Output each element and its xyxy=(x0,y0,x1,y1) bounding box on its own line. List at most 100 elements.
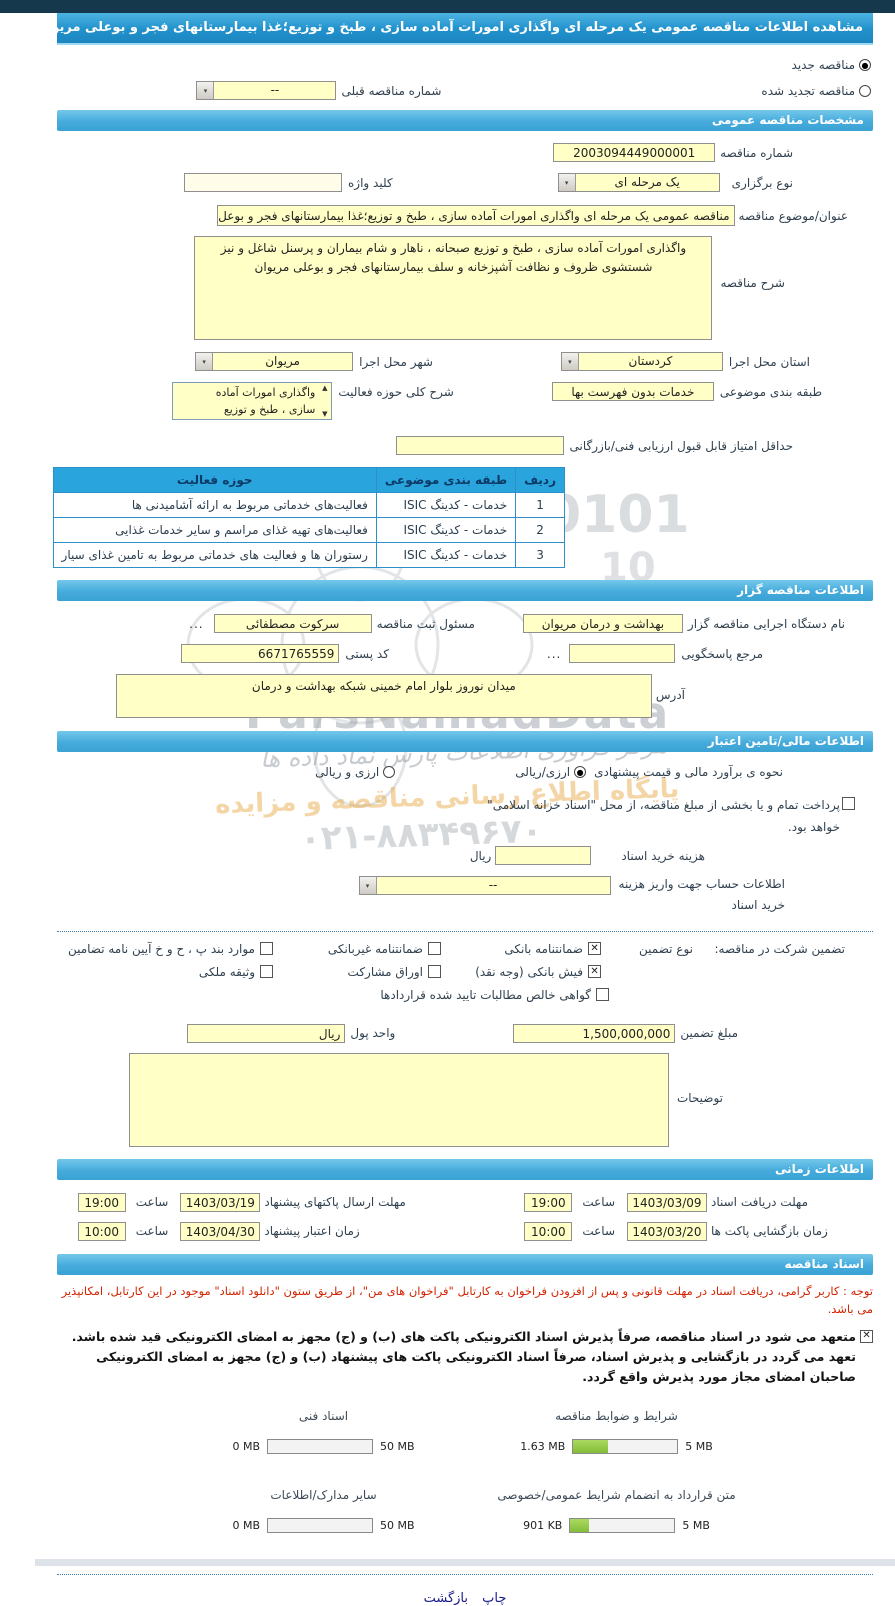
keyword-input[interactable] xyxy=(184,173,343,192)
proposal-validity-date[interactable]: 1403/04/30 xyxy=(180,1221,261,1241)
nonbank-guarantee-checkbox[interactable] xyxy=(428,942,441,956)
envelope-opening-date[interactable]: 1403/03/20 xyxy=(627,1221,707,1241)
participation-bonds-checkbox[interactable] xyxy=(428,965,441,979)
upload-slot-technical: اسناد فنی 0 MB 50 MB xyxy=(177,1409,470,1454)
chevron-down-icon[interactable]: ▾ xyxy=(558,174,576,191)
net-claims-checkbox[interactable] xyxy=(596,988,609,1002)
upload-terms-current-size: 1.63 MB xyxy=(520,1439,566,1453)
documents-notice: توجه : کاربر گرامی، دریافت اسناد در مهلت… xyxy=(61,1283,873,1316)
upload-contract-label: متن قرارداد به انضمام شرایط عمومی/خصوصی xyxy=(497,1487,736,1502)
e-signature-commitment-checkbox[interactable]: ✕ xyxy=(860,1329,873,1343)
tender-number-field[interactable]: 2003094449000001 xyxy=(553,143,716,162)
chevron-down-icon[interactable]: ▾ xyxy=(359,877,377,895)
upload-technical-progressbar xyxy=(267,1438,374,1454)
upload-contract-progressbar xyxy=(569,1517,676,1533)
back-button[interactable]: بازگشت xyxy=(423,1590,469,1606)
print-button[interactable]: چاپ xyxy=(482,1590,507,1606)
divider xyxy=(57,1573,873,1575)
proposal-submit-deadline-label: مهلت ارسال پاکتهای پیشنهاد xyxy=(264,1195,406,1210)
holding-type-label: نوع برگزاری xyxy=(731,175,793,190)
chevron-down-icon[interactable]: ▾ xyxy=(196,353,214,370)
account-select[interactable]: -- ▾ xyxy=(358,876,611,896)
tender-number-label: شماره مناقصه xyxy=(720,145,793,160)
registrar-label: مسئول ثبت مناقصه xyxy=(376,616,475,631)
envelope-opening-time-label: زمان بازگشایی پاکت ها xyxy=(711,1224,828,1239)
divider xyxy=(35,1558,895,1566)
guarantee-type-label: نوع تضمین xyxy=(639,941,693,956)
hour-label: ساعت xyxy=(582,1195,615,1210)
subject-label: عنوان/موضوع مناقصه xyxy=(738,208,848,223)
agency-name-field[interactable]: بهداشت و درمان مریوان xyxy=(522,614,683,633)
bylaw-items-checkbox[interactable] xyxy=(260,942,273,956)
doc-receipt-deadline-date[interactable]: 1403/03/09 xyxy=(627,1192,707,1212)
proposal-submit-deadline-date[interactable]: 1403/03/19 xyxy=(180,1192,261,1212)
treasury-label-line1: پرداخت تمام و یا بخشی از مبلغ مناقصه، از… xyxy=(487,798,840,812)
scroll-down-icon[interactable]: ▼ xyxy=(322,410,328,418)
notes-textarea[interactable] xyxy=(128,1052,669,1147)
contact-ref-field[interactable] xyxy=(569,644,676,663)
min-score-field[interactable] xyxy=(395,436,564,455)
col-category-header: طبقه بندی موضوعی xyxy=(375,467,517,493)
table-row: 1 خدمات - کدینگ ISIC فعالیت‌های خدماتی م… xyxy=(52,492,565,518)
bank-guarantee-checkbox[interactable]: ✕ xyxy=(588,942,601,956)
col-activity-header: حوزه فعالیت xyxy=(52,467,377,493)
bank-slip-checkbox[interactable]: ✕ xyxy=(588,965,601,979)
renewed-tender-radio[interactable] xyxy=(859,84,871,97)
keyword-label: کلید واژه xyxy=(348,175,393,190)
upload-slot-other: سایر مدارک/اطلاعات 0 MB 50 MB xyxy=(177,1488,470,1533)
guarantee-amount-field[interactable]: 1,500,000,000 xyxy=(513,1023,676,1043)
province-select[interactable]: کردستان ▾ xyxy=(560,352,723,371)
e-signature-commitment-text: متعهد می شود در اسناد مناقصه، صرفاً پذیر… xyxy=(71,1328,856,1384)
proposal-submit-deadline-time[interactable]: 19:00 xyxy=(77,1192,126,1212)
mixed-currency-radio[interactable] xyxy=(383,766,396,778)
property-collateral-checkbox[interactable] xyxy=(260,965,273,979)
upload-terms-max-size: 5 MB xyxy=(685,1439,713,1453)
proposal-validity-label: زمان اعتبار پیشنهاد xyxy=(264,1224,360,1239)
activity-scope-listbox[interactable]: ▲ ▼ واگذاری امورات آماده سازی ، طبخ و تو… xyxy=(172,382,333,420)
upload-other-current-size: 0 MB xyxy=(232,1518,261,1532)
currency-unit-field[interactable]: ریال xyxy=(187,1023,346,1043)
registrar-field[interactable]: سرکوت مصطفائی xyxy=(213,614,372,633)
divider xyxy=(57,930,873,932)
net-claims-label: گواهی خالص مطالبات تایید شده قراردادها xyxy=(380,987,591,1002)
estimate-method-label: نحوه ی برآورد مالی و قیمت پیشنهادی xyxy=(594,765,783,779)
doc-receipt-deadline-time[interactable]: 19:00 xyxy=(524,1192,573,1212)
rial-currency-radio[interactable]: ● xyxy=(574,766,587,778)
postal-code-label: کد پستی xyxy=(345,646,389,661)
scroll-up-icon[interactable]: ▲ xyxy=(322,384,328,392)
registrar-more-button[interactable]: ... xyxy=(189,616,204,631)
address-label: آدرس xyxy=(655,688,685,702)
proposal-validity-time[interactable]: 10:00 xyxy=(77,1221,126,1241)
doc-fee-currency-label: ریال xyxy=(469,848,492,863)
holding-type-select[interactable]: یک مرحله ای ▾ xyxy=(557,173,720,192)
treasury-label-line2: خواهد بود. xyxy=(787,819,840,834)
contact-more-button[interactable]: ... xyxy=(546,646,562,661)
subject-input[interactable]: مناقصه عمومی یک مرحله ای واگذاری امورات … xyxy=(216,205,735,226)
property-collateral-label: وثیقه ملکی xyxy=(198,964,255,979)
new-tender-radio[interactable]: ● xyxy=(859,59,871,71)
description-textarea[interactable]: واگذاری امورات آماده سازی ، طبخ و توزیع … xyxy=(194,236,713,340)
notes-label: توضیحات xyxy=(676,1090,723,1105)
chevron-down-icon[interactable]: ▾ xyxy=(561,353,579,370)
subject-category-field[interactable]: خدمات بدون فهرست بها xyxy=(551,382,714,401)
activity-scope-line2: سازی ، طبخ و توزیع xyxy=(223,403,316,416)
chevron-down-icon[interactable]: ▾ xyxy=(197,82,215,99)
upload-other-max-size: 50 MB xyxy=(380,1518,415,1532)
rial-currency-label: ارزی/ریالی xyxy=(515,765,571,779)
section-general-header: مشخصات مناقصه عمومی xyxy=(57,110,873,131)
upload-technical-max-size: 50 MB xyxy=(380,1439,415,1453)
city-select[interactable]: مریوان ▾ xyxy=(195,352,354,371)
treasury-checkbox[interactable] xyxy=(842,797,855,810)
bylaw-items-label: موارد بند پ ، ح و خ آیین نامه تضامین xyxy=(67,941,255,956)
prev-tender-number-select[interactable]: -- ▾ xyxy=(196,81,337,100)
bank-slip-label: فیش بانکی (وجه نقد) xyxy=(475,964,583,979)
min-score-label: حداقل امتیاز قابل قبول ارزیابی فنی/بازرگ… xyxy=(569,438,793,453)
address-field[interactable]: میدان نوروز بلوار امام خمینی شبکه بهداشت… xyxy=(115,674,652,718)
doc-fee-field[interactable] xyxy=(495,846,592,866)
envelope-opening-time[interactable]: 10:00 xyxy=(524,1221,573,1241)
section-documents-header: اسناد مناقصه xyxy=(57,1253,873,1275)
postal-code-field[interactable]: 6671765559 xyxy=(181,644,340,663)
table-row: 2 خدمات - کدینگ ISIC فعالیت‌های تهیه غذا… xyxy=(52,517,565,543)
nonbank-guarantee-label: ضمانتنامه غیربانکی xyxy=(327,941,423,956)
upload-contract-current-size: 901 KB xyxy=(523,1518,563,1532)
